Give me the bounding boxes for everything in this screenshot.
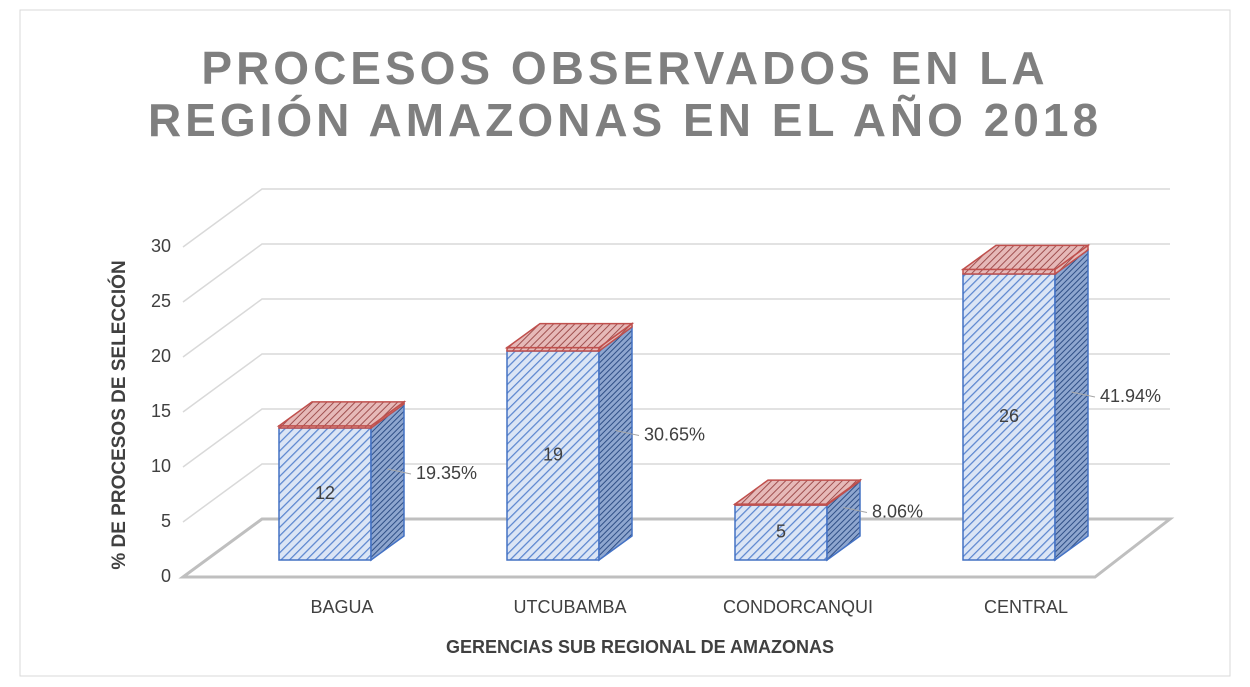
y-tick-label: 10: [151, 456, 171, 476]
x-tick-label: CONDORCANQUI: [723, 597, 873, 617]
grid-line: [182, 463, 1170, 523]
y-tick-label: 25: [151, 291, 171, 311]
x-tick-label: CENTRAL: [984, 597, 1068, 617]
grid-line: [182, 408, 1170, 468]
grid-line: [182, 243, 1170, 303]
y-tick-label: 15: [151, 401, 171, 421]
leader-line: [1071, 391, 1096, 398]
floor: [178, 517, 1175, 579]
bar-side: [1054, 248, 1089, 562]
bar-side: [370, 402, 405, 562]
chart-title: PROCESOS OBSERVADOS EN LA REGIÓN AMAZONA…: [147, 42, 1103, 146]
leader-line: [615, 430, 640, 436]
bar-top: [276, 401, 407, 427]
grid-line: [182, 298, 1170, 358]
y-tick-label: 30: [151, 236, 171, 256]
x-axis-label: GERENCIAS SUB REGIONAL DE AMAZONAS: [446, 637, 834, 657]
leader-line: [843, 507, 868, 513]
x-tick-label: BAGUA: [310, 597, 373, 617]
x-tick-label: UTCUBAMBA: [513, 597, 626, 617]
data-label: 12: [315, 483, 335, 503]
data-label: 8.06%: [872, 501, 923, 521]
y-axis-label: % DE PROCESOS DE SELECCIÓN: [108, 260, 130, 569]
bar-top: [960, 244, 1091, 271]
bar-front: [962, 273, 1056, 561]
data-label: 19.35%: [416, 463, 477, 483]
bar-top: [504, 322, 635, 349]
data-label: 30.65%: [644, 424, 705, 444]
chart-border: [19, 9, 1231, 677]
y-tick-label: 5: [161, 511, 171, 531]
bar-top: [732, 479, 863, 505]
data-label: 41.94%: [1100, 386, 1161, 406]
y-tick-label: 20: [151, 346, 171, 366]
bar-side: [598, 325, 633, 562]
data-label: 5: [776, 521, 786, 541]
data-label: 19: [543, 444, 563, 464]
grid-line: [182, 353, 1170, 413]
bar-front: [506, 350, 600, 561]
y-tick-label: 0: [161, 566, 171, 586]
leader-line: [387, 468, 412, 475]
data-label: 26: [999, 406, 1019, 426]
grid-line: [182, 188, 1170, 248]
